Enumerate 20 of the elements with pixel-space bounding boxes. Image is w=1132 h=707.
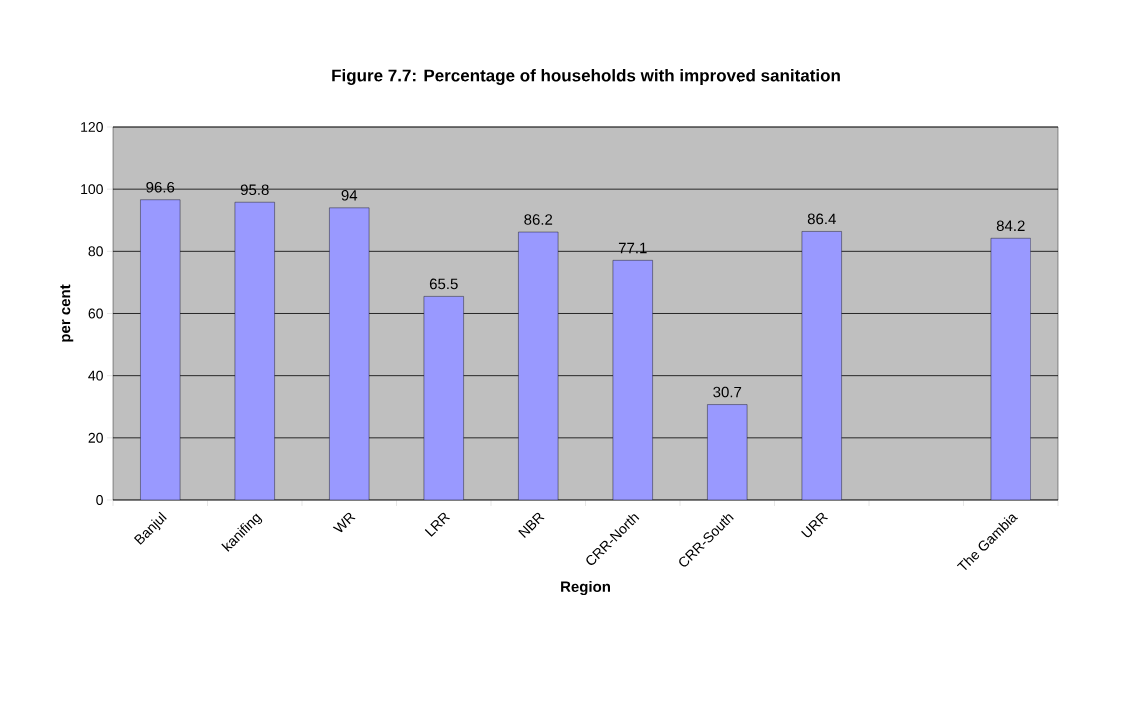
x-axis-title: Region — [561, 580, 610, 596]
y-axis-title: per cent — [60, 284, 74, 342]
data-label: 86.4 — [807, 213, 836, 225]
data-label: 65.5 — [429, 278, 458, 290]
data-label: 95.8 — [240, 184, 269, 196]
data-label: 94 — [341, 189, 358, 201]
data-label: 86.2 — [524, 214, 553, 225]
x-tick-label: WR — [332, 512, 356, 533]
y-tick-label: 60 — [88, 308, 103, 319]
data-label: 96.6 — [146, 181, 175, 193]
chart-title: Figure 7.7: Percentage of households with improved sanitation — [332, 69, 840, 85]
y-tick-label: 120 — [81, 122, 103, 132]
data-label: 77.1 — [618, 242, 647, 254]
y-tick-label: 100 — [81, 184, 103, 195]
y-tick-label: 0 — [96, 495, 103, 505]
y-tick-label: 80 — [88, 246, 103, 257]
data-label: 30.7 — [713, 386, 742, 398]
data-label: 84.2 — [996, 220, 1025, 232]
y-tick-label: 40 — [88, 370, 103, 381]
y-tick-label: 20 — [88, 432, 103, 443]
